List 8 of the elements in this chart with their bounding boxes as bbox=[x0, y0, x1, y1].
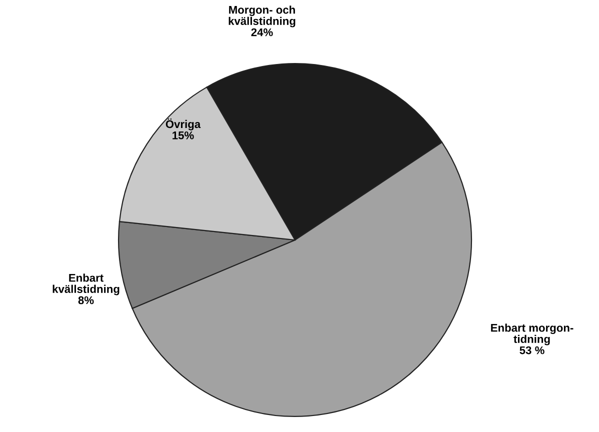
slice-label: Enbart morgon- tidning bbox=[491, 324, 574, 346]
data-label: 24% bbox=[251, 28, 273, 36]
data-label: 53 % bbox=[520, 346, 544, 354]
slice-label: Morgon- och kvällstidning bbox=[228, 6, 296, 28]
data-label: 15% bbox=[172, 131, 194, 140]
data-label: 8% bbox=[78, 296, 94, 304]
slice-label: Enbart kvällstidning bbox=[52, 274, 120, 296]
slice-label: Övriga bbox=[166, 118, 201, 130]
